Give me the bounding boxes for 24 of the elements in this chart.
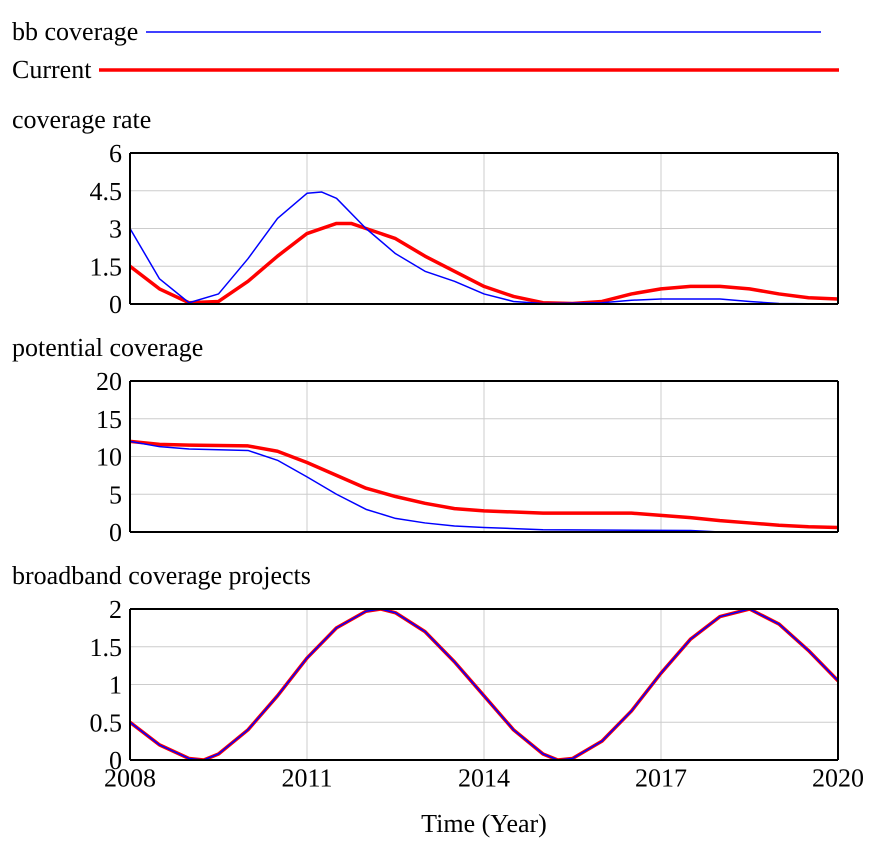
x-tick-label: 2017 [635, 763, 687, 792]
y-tick-label: 1.5 [90, 632, 122, 662]
legend-label: bb coverage [12, 17, 138, 47]
chart-title: broadband coverage projects [12, 560, 312, 592]
y-tick-label: 2 [109, 595, 122, 624]
y-tick-label: 6 [109, 139, 122, 168]
y-tick-label: 15 [96, 404, 122, 434]
x-tick-label: 2011 [281, 763, 333, 792]
y-tick-label: 3 [109, 214, 122, 244]
y-tick-label: 4.5 [90, 176, 122, 206]
x-tick-label: 2020 [812, 763, 864, 792]
x-tick-label: 2014 [458, 763, 510, 792]
y-tick-label: 0 [109, 290, 122, 320]
chart-title: coverage rate [12, 104, 152, 136]
y-tick-label: 10 [96, 442, 122, 472]
y-tick-label: 0 [109, 518, 122, 548]
y-tick-label: 1.5 [90, 252, 122, 282]
y-tick-label: 1 [109, 670, 122, 700]
y-tick-label: 20 [96, 367, 122, 396]
y-tick-label: 0.5 [90, 708, 122, 738]
chart-title: potential coverage [12, 332, 204, 364]
legend-label: Current [12, 55, 92, 85]
y-tick-label: 5 [109, 480, 122, 510]
x-axis-title: Time (Year) [421, 809, 547, 838]
